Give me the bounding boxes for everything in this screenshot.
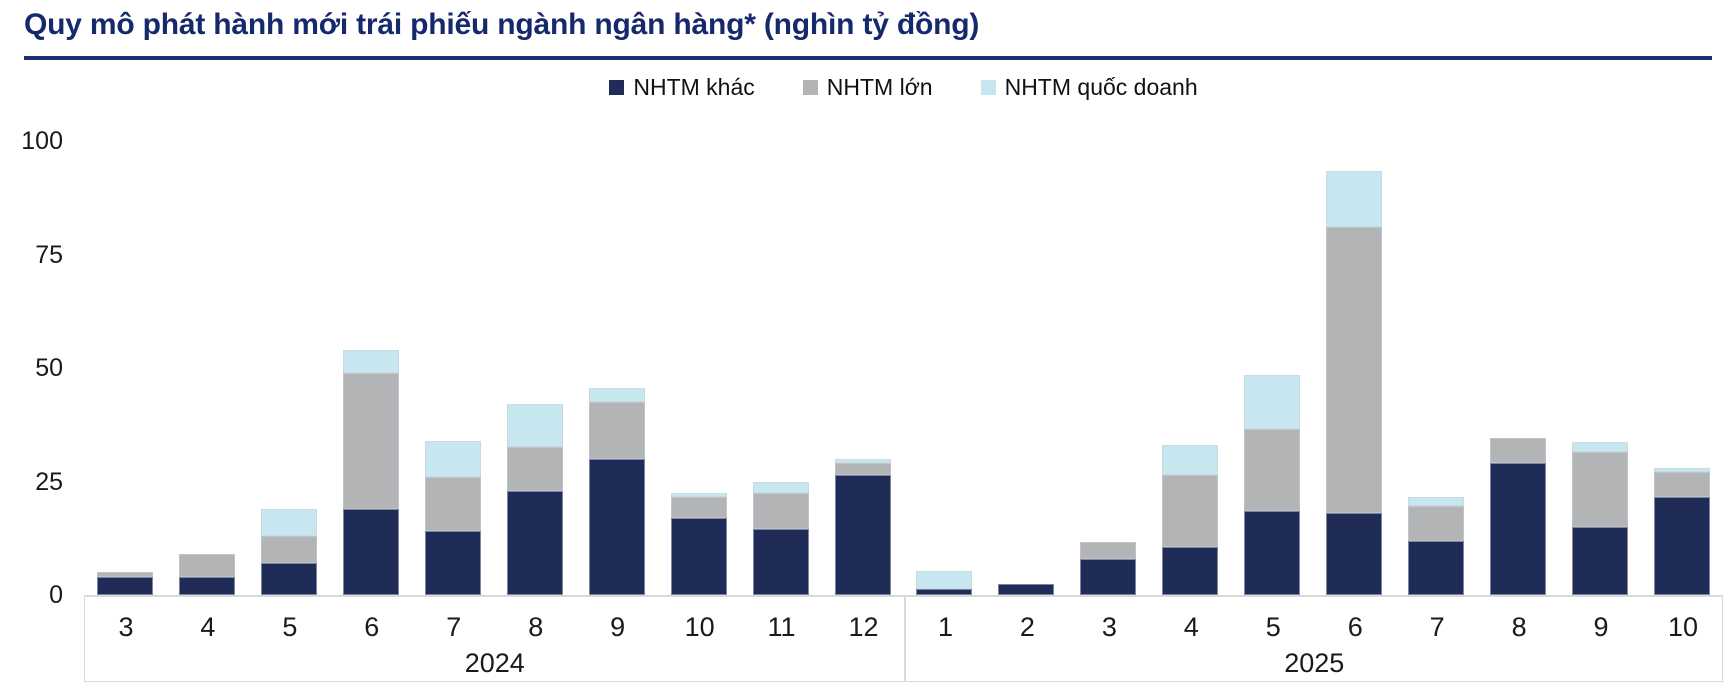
bar-segment	[424, 476, 481, 532]
bar-segment	[670, 497, 727, 518]
legend: NHTM khác NHTM lớn NHTM quốc doanh	[84, 72, 1723, 102]
bar-segment	[1162, 547, 1219, 595]
year-group-label: 2024	[464, 648, 525, 678]
bar-segment	[1326, 227, 1383, 514]
x-tick-label: 3	[1101, 612, 1117, 642]
bar-segment	[834, 474, 891, 595]
legend-swatch-lightblue	[980, 79, 996, 95]
x-axis-band: 3 4 5 6 7 8 9 10 11 12 1 2 3 4 5 6 7 8 9 10 2024 2025	[84, 595, 1723, 682]
bar-segment	[96, 576, 153, 595]
x-tick-label: 3	[118, 612, 134, 642]
y-tick-label: 75	[35, 240, 63, 269]
x-tick-label: 11	[767, 612, 796, 642]
bar-segment	[1408, 506, 1465, 541]
bar-segment	[1326, 513, 1383, 595]
legend-label: NHTM lớn	[826, 73, 933, 100]
bar-segment	[588, 458, 645, 595]
year-group-label: 2025	[1284, 648, 1345, 678]
legend-label: NHTM khác	[633, 73, 755, 100]
bar-segment	[752, 492, 809, 530]
x-tick-label: 1	[937, 612, 953, 642]
bar-segment	[1244, 374, 1301, 430]
y-tick-label: 50	[35, 354, 63, 382]
x-tick-label: 2	[1019, 612, 1035, 642]
bar-segment	[1162, 474, 1219, 548]
bar-segment	[752, 529, 809, 595]
x-tick-label: 5	[1265, 612, 1281, 642]
bar-segment	[670, 517, 727, 595]
bar-segment	[260, 563, 317, 595]
bar-segment	[834, 458, 891, 464]
bar-segment	[1080, 541, 1137, 559]
bar-segment	[424, 531, 481, 595]
bar-segment	[998, 584, 1055, 595]
y-tick-label: 100	[21, 127, 63, 155]
x-tick-label: 10	[684, 612, 715, 642]
bar-segment	[752, 481, 809, 493]
bar-segment	[1654, 472, 1711, 498]
bar-segment	[588, 388, 645, 403]
plot-area	[84, 0, 1723, 595]
bar-segment	[1408, 540, 1465, 595]
bar-segment	[342, 349, 399, 373]
bar-segment	[506, 447, 563, 491]
y-tick-label: 0	[49, 581, 63, 609]
bar-segment	[260, 536, 317, 564]
bar-segment	[916, 570, 973, 590]
bar-segment	[1572, 452, 1629, 527]
year-group-divider	[903, 597, 906, 681]
x-tick-label: 7	[446, 612, 462, 642]
bar-segment	[1572, 442, 1629, 452]
x-tick-label: 8	[528, 612, 544, 642]
bar-segment	[1654, 497, 1711, 595]
bar-segment	[1244, 429, 1301, 512]
bar-segment	[260, 508, 317, 536]
bar-segment	[1654, 467, 1711, 473]
bar-segment	[1080, 558, 1137, 595]
x-tick-label: 12	[848, 612, 879, 642]
x-tick-label: 6	[1347, 612, 1363, 642]
bar-segment	[178, 576, 235, 595]
legend-item-nhtm-lon: NHTM lớn	[802, 73, 933, 101]
x-tick-label: 9	[610, 612, 626, 642]
x-tick-label: 7	[1429, 612, 1445, 642]
bar-segment	[424, 440, 481, 477]
bar-segment	[1162, 445, 1219, 475]
x-tick-label: 6	[364, 612, 380, 642]
bar-segment	[588, 402, 645, 459]
legend-swatch-gray	[802, 79, 818, 95]
bar-segment	[1244, 511, 1301, 595]
title-underline-rule	[24, 56, 1712, 60]
bar-segment	[1326, 170, 1383, 228]
x-tick-label: 8	[1511, 612, 1527, 642]
y-axis: 0 25 50 75 100	[0, 0, 63, 687]
bar-segment	[506, 404, 563, 448]
bar-segment	[342, 508, 399, 595]
x-tick-label: 9	[1593, 612, 1609, 642]
bar-segment	[1490, 438, 1547, 464]
x-tick-label: 4	[1183, 612, 1199, 642]
bar-segment	[96, 572, 153, 577]
bar-segment	[342, 372, 399, 509]
bar-segment	[1490, 463, 1547, 595]
x-tick-label: 10	[1667, 612, 1699, 642]
bar-segment	[506, 490, 563, 595]
x-tick-label: 5	[282, 612, 298, 642]
bar-segment	[1572, 526, 1629, 595]
y-tick-label: 25	[35, 467, 63, 496]
bar-segment	[670, 492, 727, 498]
x-tick-label: 4	[200, 612, 216, 642]
bar-segment	[1408, 497, 1465, 507]
legend-label: NHTM quốc doanh	[1004, 73, 1198, 100]
legend-item-nhtm-quoc-doanh: NHTM quốc doanh	[980, 73, 1198, 101]
legend-item-nhtm-khac: NHTM khác	[609, 73, 755, 101]
bar-segment	[916, 589, 973, 595]
bar-segment	[834, 463, 891, 475]
legend-swatch-navy	[609, 79, 625, 95]
bar-segment	[178, 554, 235, 577]
chart-title: Quy mô phát hành mới trái phiếu ngành ng…	[24, 8, 980, 41]
